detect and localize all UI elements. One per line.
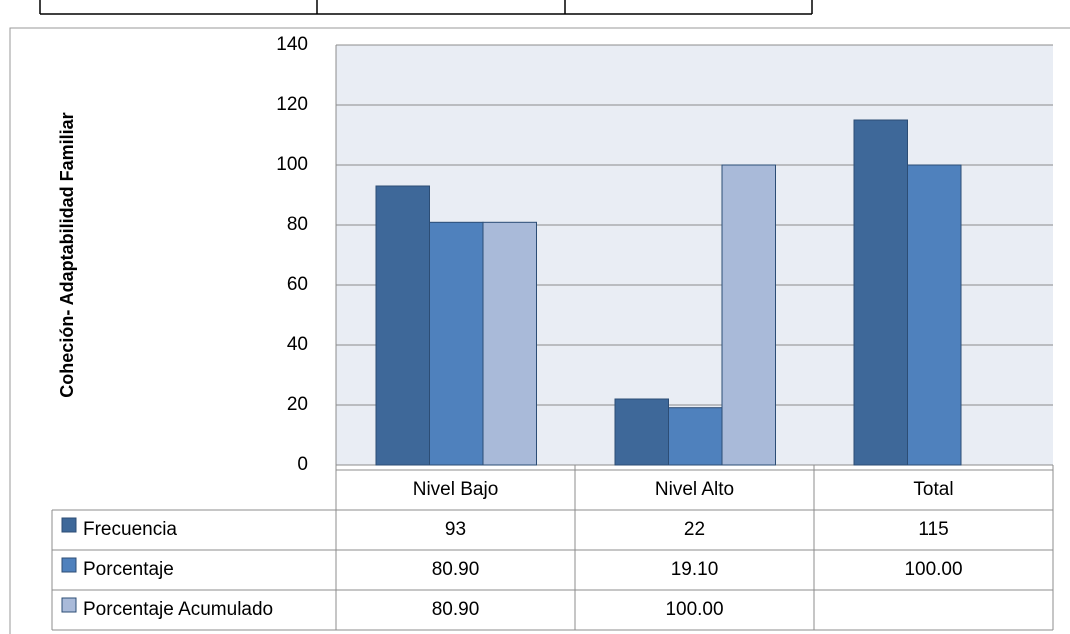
- bar: [482, 221, 537, 466]
- table-value: 19.10: [671, 559, 719, 580]
- y-tick-label: 120: [276, 94, 308, 115]
- bar: [907, 164, 962, 466]
- legend-swatch: [61, 517, 77, 533]
- table-value: 22: [684, 519, 705, 540]
- x-tick-label: Nivel Bajo: [413, 479, 499, 500]
- legend-label: Porcentaje: [83, 559, 174, 580]
- bar: [375, 185, 430, 466]
- legend-swatch: [61, 557, 77, 573]
- table-value: 115: [918, 519, 948, 540]
- table-value: 100.00: [665, 599, 723, 620]
- y-tick-label: 20: [287, 394, 308, 415]
- table-value: 100.00: [904, 559, 962, 580]
- chart-frame: [9, 27, 1070, 634]
- x-tick-label: Nivel Alto: [655, 479, 734, 500]
- legend-label: Porcentaje Acumulado: [83, 599, 273, 620]
- bar: [614, 398, 669, 466]
- bar: [668, 407, 723, 466]
- bar: [429, 221, 484, 466]
- y-tick-label: 0: [297, 454, 308, 475]
- y-axis-label: Coheción- Adaptabilidad Familiar: [57, 112, 77, 397]
- legend-label: Frecuencia: [83, 519, 177, 540]
- table-fragment: [39, 0, 813, 15]
- y-tick-label: 100: [276, 154, 308, 175]
- y-tick-label: 60: [287, 274, 308, 295]
- table-value: 93: [445, 519, 466, 540]
- bar: [721, 164, 776, 466]
- y-tick-label: 80: [287, 214, 308, 235]
- y-tick-label: 40: [287, 334, 308, 355]
- x-tick-label: Total: [913, 479, 953, 500]
- bar: [853, 119, 908, 466]
- legend-swatch: [61, 597, 77, 613]
- y-tick-label: 140: [276, 34, 308, 55]
- table-value: 80.90: [432, 559, 480, 580]
- table-value: 80.90: [432, 599, 480, 620]
